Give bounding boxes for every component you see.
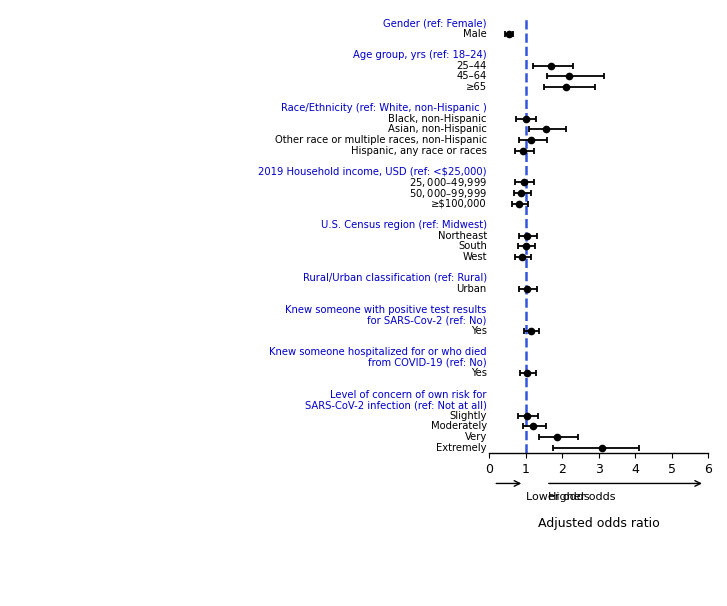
Text: Age group, yrs (ref: 18–24): Age group, yrs (ref: 18–24): [353, 50, 487, 60]
Text: Knew someone hospitalized for or who died: Knew someone hospitalized for or who die…: [269, 347, 487, 357]
Text: SARS-CoV-2 infection (ref: Not at all): SARS-CoV-2 infection (ref: Not at all): [305, 401, 487, 410]
Text: Black, non-Hispanic: Black, non-Hispanic: [388, 114, 487, 124]
Text: West: West: [462, 251, 487, 262]
Text: Knew someone with positive test results: Knew someone with positive test results: [286, 305, 487, 315]
Text: Other race or multiple races, non-Hispanic: Other race or multiple races, non-Hispan…: [275, 135, 487, 145]
Text: from COVID-19 (ref: No): from COVID-19 (ref: No): [369, 358, 487, 368]
Text: $25,000–$49,999: $25,000–$49,999: [409, 176, 487, 189]
Text: 25–44: 25–44: [457, 61, 487, 71]
Text: Race/Ethnicity (ref: White, non-Hispanic ): Race/Ethnicity (ref: White, non-Hispanic…: [281, 103, 487, 113]
Text: Very: Very: [465, 432, 487, 442]
Text: Urban: Urban: [457, 284, 487, 293]
Text: U.S. Census region (ref: Midwest): U.S. Census region (ref: Midwest): [321, 220, 487, 230]
X-axis label: Adjusted odds ratio: Adjusted odds ratio: [538, 518, 659, 530]
Text: 45–64: 45–64: [457, 72, 487, 81]
Text: Gender (ref: Female): Gender (ref: Female): [383, 18, 487, 28]
Text: ≥$100,000: ≥$100,000: [431, 199, 487, 208]
Text: ≥65: ≥65: [466, 82, 487, 92]
Text: Extremely: Extremely: [436, 443, 487, 453]
Text: Higher odds: Higher odds: [548, 492, 616, 502]
Text: 2019 Household income, USD (ref: <$25,000): 2019 Household income, USD (ref: <$25,00…: [258, 167, 487, 177]
Text: Slightly: Slightly: [449, 411, 487, 421]
Text: Rural/Urban classification (ref: Rural): Rural/Urban classification (ref: Rural): [302, 273, 487, 283]
Text: Hispanic, any race or races: Hispanic, any race or races: [351, 145, 487, 156]
Text: Yes: Yes: [471, 326, 487, 336]
Text: $50,000–$99,999: $50,000–$99,999: [409, 187, 487, 199]
Text: for SARS-Cov-2 (ref: No): for SARS-Cov-2 (ref: No): [367, 315, 487, 325]
Text: Moderately: Moderately: [430, 422, 487, 431]
Text: Level of concern of own risk for: Level of concern of own risk for: [330, 390, 487, 400]
Text: Male: Male: [463, 29, 487, 39]
Text: Asian, non-Hispanic: Asian, non-Hispanic: [388, 124, 487, 135]
Text: Northeast: Northeast: [438, 230, 487, 241]
Text: South: South: [458, 241, 487, 251]
Text: Lower odds: Lower odds: [526, 492, 590, 502]
Text: Yes: Yes: [471, 368, 487, 378]
